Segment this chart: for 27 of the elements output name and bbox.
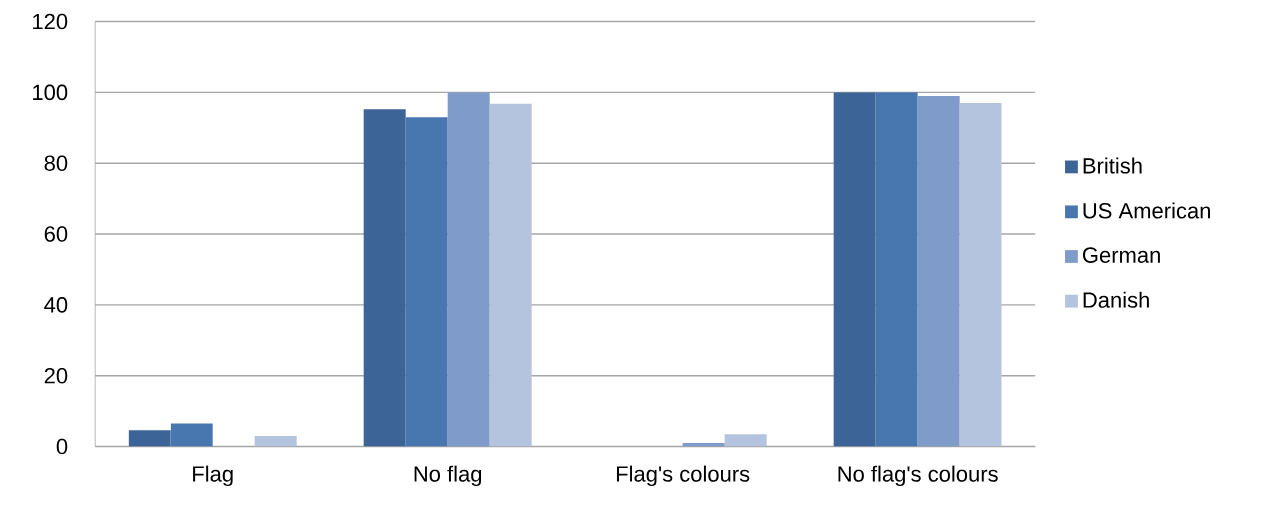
bar [724, 434, 767, 447]
bar [917, 95, 960, 447]
bar [447, 92, 490, 447]
y-tick-label: 20 [44, 367, 68, 384]
legend-label: British [1083, 157, 1142, 174]
x-tick-label: No flag's colours [838, 465, 998, 487]
bar [875, 92, 918, 447]
bar [170, 423, 213, 447]
bar [833, 92, 876, 447]
x-tick-label: Flag [193, 465, 233, 487]
y-tick-label: 100 [33, 84, 68, 101]
legend-label: US American [1083, 202, 1210, 219]
bar [405, 117, 448, 447]
y-tick-label: 40 [44, 297, 68, 313]
bar [128, 430, 171, 447]
x-tick-label: Flag's colours [616, 465, 750, 487]
x-tick-label: No flag [414, 465, 482, 487]
bar [489, 103, 532, 447]
y-tick-label: 120 [33, 13, 68, 30]
bar [254, 435, 297, 447]
y-tick-label: 80 [44, 155, 68, 171]
y-tick-label: 0 [56, 438, 68, 455]
y-tick-label: 60 [44, 226, 68, 242]
bar [959, 102, 1002, 447]
legend-label: German [1082, 247, 1160, 263]
bar [363, 109, 406, 447]
legend-label: Danish [1083, 291, 1149, 308]
